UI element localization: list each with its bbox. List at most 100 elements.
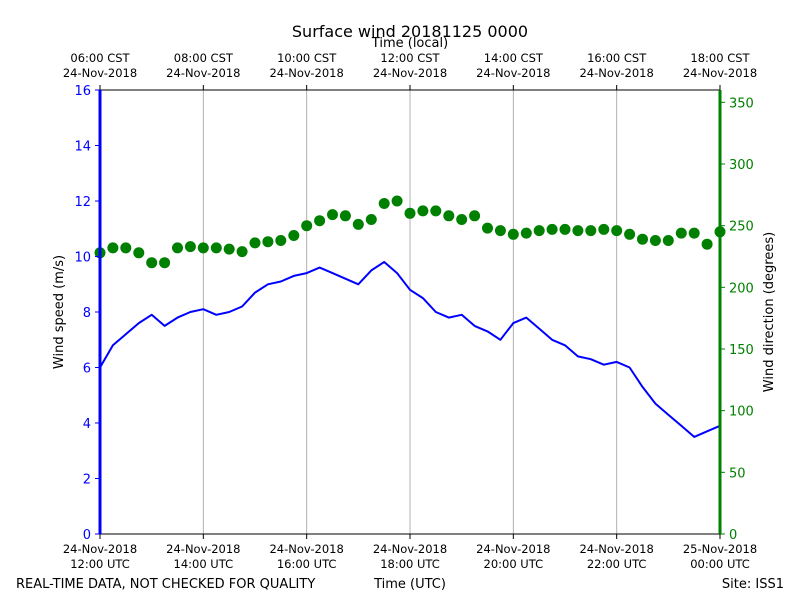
wind-direction-point xyxy=(662,235,674,246)
plot-area: 0 2 4 6 8 10 12 14 16 0 50 100 150 200 250 300 350 24-Nov… xyxy=(63,51,757,571)
y-tick-label-left: 12 xyxy=(74,195,91,210)
wind-direction-point xyxy=(469,210,481,222)
wind-direction-point xyxy=(611,225,623,237)
x-tick-label-bottom-time: 12:00 UTC xyxy=(70,557,130,571)
wind-direction-point xyxy=(339,210,351,222)
x-tick-label-bottom-date: 24-Nov-2018 xyxy=(63,542,137,556)
x-tick-label-top-date: 24-Nov-2018 xyxy=(476,66,550,80)
x-tick-label-top-time: 18:00 CST xyxy=(690,51,750,65)
wind-direction-point xyxy=(172,242,183,254)
x-tick-label-bottom-date: 24-Nov-2018 xyxy=(579,542,653,556)
y-tick-label-right: 350 xyxy=(729,96,754,111)
wind-direction-point xyxy=(314,215,326,227)
x-tick-label-top-date: 24-Nov-2018 xyxy=(166,66,240,80)
wind-direction-point xyxy=(133,247,145,259)
wind-direction-point xyxy=(404,207,416,219)
wind-direction-point xyxy=(430,205,442,217)
y-tick-label-right: 50 xyxy=(729,466,746,481)
x-tick-label-top-time: 06:00 CST xyxy=(70,51,130,65)
wind-direction-point xyxy=(275,235,287,246)
x-tick-label-bottom-date: 24-Nov-2018 xyxy=(373,542,447,556)
wind-direction-point xyxy=(482,222,493,234)
x-tick-label-top-time: 08:00 CST xyxy=(174,51,234,65)
wind-direction-point xyxy=(236,246,248,258)
y-tick-label-left: 14 xyxy=(74,140,91,155)
wind-direction-point xyxy=(378,198,390,209)
y-tick-label-left: 10 xyxy=(74,251,91,266)
wind-direction-point xyxy=(120,242,132,254)
x-tick-label-top-time: 10:00 CST xyxy=(277,51,337,65)
wind-direction-point xyxy=(494,225,506,237)
y-tick-label-left: 6 xyxy=(83,362,91,377)
wind-speed-line xyxy=(99,261,721,438)
wind-direction-point xyxy=(184,241,196,253)
wind-direction-point xyxy=(688,227,700,239)
x-tick-label-bottom-time: 22:00 UTC xyxy=(587,557,647,571)
wind-direction-point xyxy=(585,225,597,237)
x-axis-label: Time (UTC) xyxy=(373,577,446,592)
wind-direction-point xyxy=(701,238,713,250)
y-tick-label-left: 8 xyxy=(83,306,91,321)
y-tick-label-left: 4 xyxy=(83,417,91,432)
wind-direction-point xyxy=(327,209,338,221)
y-tick-label-left: 0 xyxy=(83,528,91,543)
x-tick-label-bottom-date: 25-Nov-2018 xyxy=(683,542,757,556)
wind-direction-point xyxy=(391,195,403,207)
wind-direction-point xyxy=(637,233,648,245)
wind-direction-point xyxy=(352,218,364,230)
x-tick-label-top-date: 24-Nov-2018 xyxy=(63,66,137,80)
x-tick-label-bottom-date: 24-Nov-2018 xyxy=(166,542,240,556)
wind-direction-point xyxy=(520,227,532,239)
wind-direction-point xyxy=(159,257,171,269)
x-tick-label-top-time: 16:00 CST xyxy=(587,51,647,65)
y-tick-label-right: 300 xyxy=(729,158,754,173)
y-tick-label-right: 100 xyxy=(729,405,754,420)
y-tick-label-right: 200 xyxy=(729,281,754,296)
chart-title: Surface wind 20181125 0000 xyxy=(292,22,528,41)
wind-direction-point xyxy=(262,236,274,248)
wind-direction-point xyxy=(223,243,235,255)
x-tick-label-top-time: 12:00 CST xyxy=(380,51,440,65)
top-axis-label: Time (local) xyxy=(371,36,448,51)
wind-direction-point xyxy=(249,237,261,249)
wind-direction-point xyxy=(107,242,119,254)
wind-direction-point xyxy=(598,223,610,235)
y-tick-label-right: 150 xyxy=(729,343,754,358)
wind-direction-point xyxy=(675,227,687,239)
wind-direction-point xyxy=(288,230,300,241)
wind-direction-point xyxy=(572,225,584,237)
wind-direction-point xyxy=(443,210,455,222)
wind-direction-point xyxy=(546,223,558,235)
wind-direction-point xyxy=(507,228,519,240)
wind-direction-point xyxy=(365,214,377,225)
y-tick-label-right: 0 xyxy=(729,528,737,543)
x-tick-label-bottom-time: 16:00 UTC xyxy=(277,557,337,571)
wind-direction-point xyxy=(197,242,209,254)
y-tick-label-right: 250 xyxy=(729,220,754,235)
x-tick-label-top-date: 24-Nov-2018 xyxy=(373,66,447,80)
x-tick-label-bottom-time: 00:00 UTC xyxy=(690,557,750,571)
wind-direction-point xyxy=(649,235,661,246)
wind-direction-point xyxy=(624,228,636,240)
y-axis-label-right: Wind direction (degrees) xyxy=(762,232,777,392)
x-tick-label-bottom-date: 24-Nov-2018 xyxy=(269,542,343,556)
footer-disclaimer: REAL-TIME DATA, NOT CHECKED FOR QUALITY xyxy=(16,577,315,592)
x-tick-label-top-date: 24-Nov-2018 xyxy=(579,66,653,80)
y-tick-label-left: 2 xyxy=(83,473,91,488)
y-tick-label-left: 16 xyxy=(74,84,91,99)
x-tick-label-bottom-time: 14:00 UTC xyxy=(174,557,234,571)
wind-direction-point xyxy=(456,214,468,225)
wind-direction-point xyxy=(210,242,222,254)
x-tick-label-bottom-time: 20:00 UTC xyxy=(484,557,544,571)
wind-direction-point xyxy=(559,223,571,235)
x-tick-label-top-date: 24-Nov-2018 xyxy=(683,66,757,80)
x-tick-label-bottom-time: 18:00 UTC xyxy=(380,557,440,571)
x-tick-label-bottom-date: 24-Nov-2018 xyxy=(476,542,550,556)
footer-site: Site: ISS1 xyxy=(722,577,784,592)
x-tick-label-top-time: 14:00 CST xyxy=(484,51,544,65)
wind-direction-point xyxy=(417,205,429,217)
wind-direction-point xyxy=(533,225,545,237)
wind-direction-point xyxy=(146,257,158,269)
y-axis-label-left: Wind speed (m/s) xyxy=(52,255,67,369)
